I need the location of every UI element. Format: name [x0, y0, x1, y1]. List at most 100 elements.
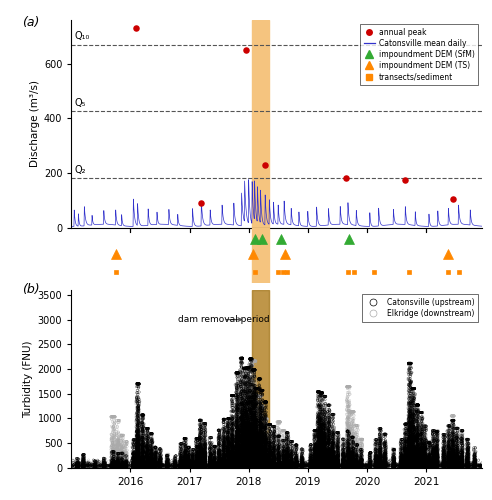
Point: [321, 454, 329, 462]
Point: [108, 442, 116, 450]
Point: [270, 461, 277, 469]
Point: [243, 413, 250, 421]
Point: [255, 442, 263, 450]
Point: [243, 460, 250, 468]
Point: [441, 460, 449, 468]
Point: [217, 446, 225, 454]
Point: [237, 426, 245, 434]
Point: [223, 451, 231, 459]
Point: [252, 461, 260, 469]
Point: [152, 462, 160, 470]
Point: [405, 432, 413, 440]
Point: [266, 451, 274, 459]
Point: [242, 456, 249, 464]
Point: [201, 448, 209, 456]
Point: [402, 450, 410, 458]
Point: [317, 389, 325, 397]
Point: [153, 445, 160, 453]
Point: [321, 405, 329, 413]
Point: [418, 461, 426, 469]
Point: [256, 463, 264, 471]
Point: [241, 458, 249, 466]
Point: [182, 434, 189, 442]
Point: [432, 444, 440, 452]
Point: [247, 459, 255, 467]
Point: [197, 456, 205, 464]
Point: [402, 459, 410, 467]
Point: [352, 460, 360, 468]
Point: [246, 450, 254, 458]
Point: [208, 446, 215, 454]
Point: [410, 444, 418, 452]
Point: [291, 462, 299, 469]
Point: [324, 460, 332, 468]
Point: [243, 452, 251, 460]
Point: [283, 454, 291, 462]
Point: [246, 355, 254, 363]
Point: [449, 446, 457, 454]
Point: [406, 360, 414, 368]
Point: [311, 458, 319, 466]
Point: [320, 456, 328, 464]
Point: [254, 463, 262, 471]
Point: [229, 457, 237, 465]
Point: [270, 431, 278, 439]
Point: [347, 460, 355, 468]
Point: [432, 456, 440, 464]
Point: [411, 459, 419, 467]
Point: [400, 460, 408, 468]
Point: [249, 426, 257, 434]
Point: [397, 460, 404, 468]
Point: [278, 463, 286, 471]
Point: [148, 453, 156, 461]
Point: [200, 456, 208, 464]
Point: [258, 426, 266, 434]
Point: [426, 463, 434, 471]
Point: [73, 462, 81, 470]
Point: [407, 421, 415, 429]
Point: [346, 456, 354, 464]
Point: [306, 452, 314, 460]
Point: [320, 456, 328, 464]
Point: [249, 372, 257, 380]
Point: [80, 461, 88, 469]
Point: [180, 450, 187, 458]
Point: [458, 462, 465, 469]
Point: [299, 463, 307, 471]
Point: [402, 460, 410, 468]
Point: [253, 456, 261, 464]
Point: [241, 454, 248, 462]
Point: [233, 439, 241, 447]
Point: [123, 463, 131, 471]
Point: [352, 452, 360, 460]
Point: [315, 445, 323, 453]
Point: [437, 461, 445, 469]
Point: [329, 444, 337, 452]
Point: [270, 445, 277, 453]
Point: [248, 404, 256, 412]
Point: [445, 455, 453, 463]
Point: [207, 463, 215, 471]
Point: [243, 428, 250, 436]
Point: [348, 462, 356, 470]
Point: [283, 462, 291, 469]
Point: [425, 458, 433, 466]
Point: [181, 450, 188, 458]
Point: [449, 460, 457, 468]
Point: [219, 442, 227, 450]
Point: [311, 460, 319, 468]
Point: [244, 462, 252, 470]
Point: [382, 460, 390, 468]
Point: [263, 456, 271, 464]
Point: [316, 456, 324, 464]
Point: [197, 456, 205, 464]
Point: [147, 454, 154, 462]
Point: [237, 428, 245, 436]
Point: [129, 456, 137, 464]
Point: [232, 450, 240, 458]
Point: [239, 442, 246, 450]
Point: [152, 458, 159, 466]
Point: [229, 462, 237, 470]
Point: [329, 444, 337, 452]
Point: [405, 417, 413, 425]
